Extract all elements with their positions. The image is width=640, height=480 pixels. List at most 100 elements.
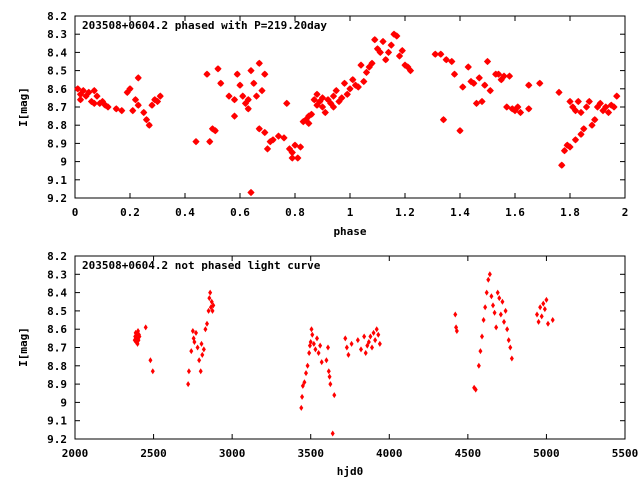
data-point [486,87,494,95]
data-point [500,298,505,305]
data-points [132,271,555,437]
data-point [244,105,252,113]
data-point [560,147,569,155]
data-point [387,41,395,49]
data-point [247,67,255,75]
data-point [604,108,613,117]
data-point [486,276,491,283]
data-point [326,368,331,375]
data-point [90,99,98,107]
data-point [610,103,618,111]
data-point [371,329,376,336]
x-tick-label: 0 [72,206,79,219]
data-point [258,87,266,95]
data-point [329,92,338,100]
data-point [313,346,318,353]
data-point [437,50,445,58]
data-point [156,92,164,100]
data-point [483,304,488,311]
data-point [208,289,213,296]
data-point [329,103,338,111]
y-axis-label: I[mag] [17,327,30,367]
data-point [362,68,371,76]
y-tick-label: 8.3 [47,268,67,281]
data-point [475,74,483,82]
data-point [309,326,314,333]
data-point [148,357,153,364]
data-point [296,143,305,151]
data-point [307,110,316,118]
y-tick-label: 8.2 [47,10,67,23]
y-tick-label: 8.8 [47,119,67,132]
data-point [450,70,459,78]
data-point [307,349,312,356]
data-point [495,289,500,296]
x-tick-label: 1.4 [450,206,470,219]
data-point [338,94,346,102]
data-point [244,96,252,104]
data-point [448,57,456,66]
data-point [233,70,241,78]
data-point [148,101,156,109]
data-point [541,300,546,307]
data-point [263,145,272,153]
data-point [230,96,239,104]
data-point [498,311,503,318]
data-point [571,136,580,144]
data-point [491,302,495,309]
data-point [340,79,349,87]
y-tick-label: 8.4 [47,46,67,59]
data-point [453,311,458,318]
data-point [343,90,351,98]
data-point [318,103,327,111]
data-point [126,85,134,93]
data-point [153,97,162,106]
data-point [525,81,533,89]
data-point [558,161,566,169]
data-point [480,333,484,340]
x-tick-label: 0.4 [175,206,195,219]
data-point [509,355,514,362]
data-point [354,83,362,91]
y-tick-label: 8.2 [47,250,67,263]
data-point [476,362,481,369]
x-tick-label: 1.2 [395,206,415,219]
phased-light-curve-panel: 0 0.2 0.4 0.6 0.8 1 1.2 1.4 1.6 1.8 2 8.2 8.3 8.4 8.5 8… [17,10,628,238]
data-points [74,30,621,197]
data-point [376,48,384,56]
data-point [379,37,387,46]
x-tick-label: 0.8 [285,206,305,219]
data-point [192,138,200,146]
data-point [580,125,588,133]
ticks: 2000 2500 3000 3500 4000 4500 5000 5500 8.2 8.3 8.… [47,250,638,460]
data-point [344,344,349,351]
data-point [516,108,525,117]
data-point [310,331,315,338]
data-point [550,317,555,324]
data-point [186,381,191,388]
x-tick-label: 1.8 [560,206,580,219]
data-point [217,79,225,87]
data-point [571,107,580,115]
data-point [546,320,550,327]
data-point [300,393,305,400]
data-point [506,337,511,344]
data-point [192,339,197,346]
data-point [349,76,357,84]
x-tick-label: 0.6 [230,206,250,219]
data-point [525,105,533,113]
data-point [291,141,299,149]
data-point [536,79,544,87]
data-point [366,339,371,346]
data-point [280,134,288,142]
data-point [470,79,478,87]
y-tick-label: 8.9 [47,137,67,150]
data-point [481,317,486,324]
data-point [134,74,142,82]
data-point [478,348,483,355]
data-point [555,88,563,96]
data-point [150,368,155,375]
data-point [186,368,191,375]
data-point [283,99,291,107]
